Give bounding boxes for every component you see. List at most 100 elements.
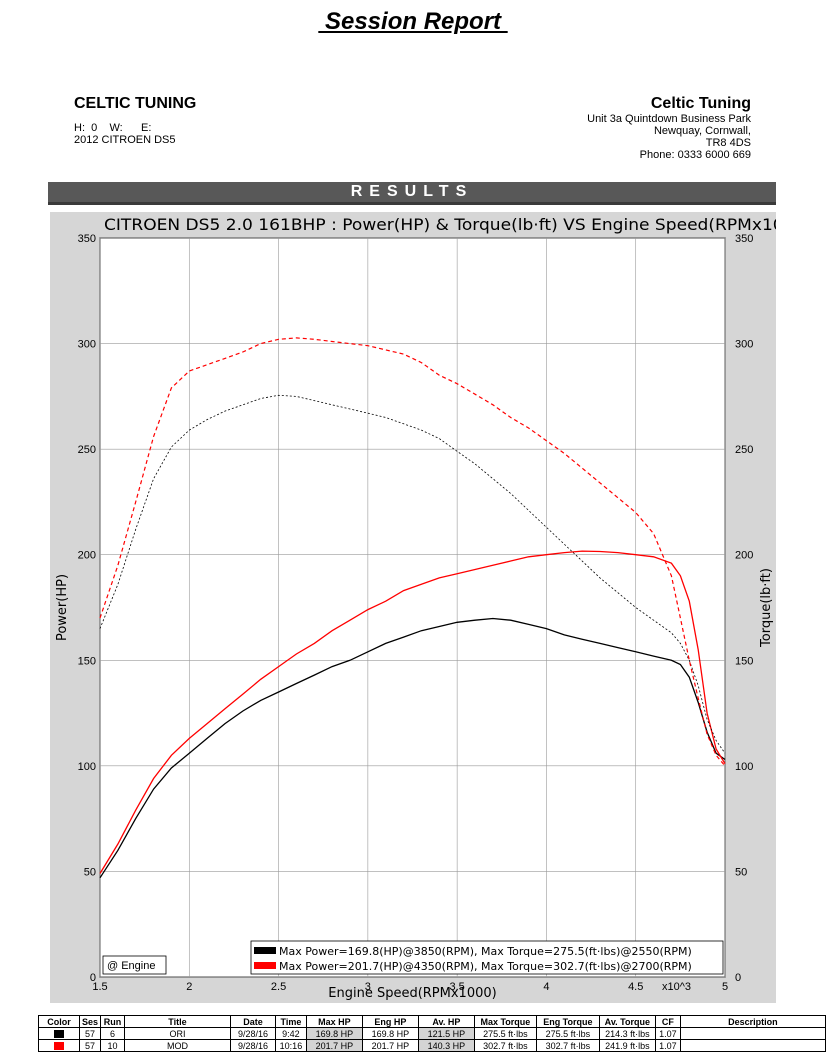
column-header: Title	[123, 1015, 231, 1028]
y-tick-label-right: 50	[735, 866, 747, 878]
x-tick-label: 3.5	[449, 981, 464, 993]
dealer-phone: Phone: 0333 6000 669	[639, 149, 751, 161]
legend-text: Max Power=169.8(HP)@3850(RPM), Max Torqu…	[279, 945, 692, 958]
cell-av-torque: 241.9 ft·lbs	[598, 1039, 656, 1052]
cell-av-hp: 121.5 HP	[417, 1027, 475, 1040]
cell-run: 6	[100, 1027, 125, 1040]
cell-time: 10:16	[274, 1039, 307, 1052]
y-axis-label-left: Power(HP)	[55, 574, 70, 641]
column-header: Av. Torque	[598, 1015, 656, 1028]
hw-line: H: 0 W: E:	[74, 122, 152, 134]
run-color-cell	[38, 1039, 80, 1052]
report-title: Session Report	[318, 8, 508, 35]
cell-date: 9/28/16	[229, 1039, 276, 1052]
cell-date: 9/28/16	[229, 1027, 276, 1040]
engine-box	[102, 955, 167, 975]
column-header: Ses	[78, 1015, 102, 1028]
column-header: Eng Torque	[535, 1015, 600, 1028]
column-header: Date	[229, 1015, 276, 1028]
column-header: Description	[679, 1015, 826, 1028]
chart-title: CITROEN DS5 2.0 161BHP : Power(HP) & Tor…	[104, 215, 776, 234]
dealer-info: Celtic Tuning Unit 3a Quintdown Business…	[587, 95, 751, 161]
cell-max-hp: 169.8 HP	[305, 1027, 363, 1040]
dealer-address-2: Newquay, Cornwall,	[653, 125, 751, 137]
y-tick-label-left: 300	[78, 339, 96, 351]
y-tick-label-left: 350	[78, 233, 96, 245]
column-header: Av. HP	[417, 1015, 475, 1028]
cell-max-torque: 302.7 ft·lbs	[473, 1039, 537, 1052]
x-tick-label: 3	[365, 981, 371, 993]
customer-name: CELTIC TUNING	[74, 95, 197, 112]
y-tick-label-left: 200	[78, 550, 96, 562]
cell-max-hp: 201.7 HP	[305, 1039, 363, 1052]
y-tick-label-right: 250	[735, 444, 753, 456]
y-tick-label-right: 0	[735, 972, 741, 984]
y-tick-label-right: 350	[735, 233, 753, 245]
customer-info: CELTIC TUNING H: 0 W: E: 2012 CITROEN DS…	[74, 95, 196, 146]
y-tick-label-left: 150	[78, 655, 96, 667]
x-scale-note: x10^3	[662, 981, 691, 993]
x-tick-label: 4	[543, 981, 549, 993]
x-axis-label: Engine Speed(RPMx1000)	[328, 986, 496, 1001]
cell-eng-torque: 302.7 ft·lbs	[535, 1039, 600, 1052]
cell-eng-hp: 169.8 HP	[361, 1027, 419, 1040]
cell-cf: 1.07	[654, 1027, 681, 1040]
y-tick-label-right: 100	[735, 761, 753, 773]
y-tick-label-left: 0	[90, 972, 96, 984]
dealer-name: Celtic Tuning	[650, 95, 751, 112]
y-tick-label-left: 250	[78, 444, 96, 456]
power-line-ori	[99, 617, 726, 879]
chart-panel: 1.5 2 2.5 3 3.5 4 4.5 5 0 0 50 50 100 100 150 150 200 200…	[50, 212, 776, 1003]
torque-line-mod	[99, 337, 726, 767]
y-tick-label-left: 100	[78, 761, 96, 773]
dealer-address-3: TR8 4DS	[705, 137, 751, 149]
table-row: 57 10 MOD 9/28/16 10:16 201.7 HP 201.7 HP 140.3…	[38, 1039, 826, 1052]
x-tick-label: 1.5	[92, 981, 107, 993]
column-header: Max HP	[305, 1015, 363, 1028]
cell-description	[679, 1039, 826, 1052]
legend-text: Max Power=201.7(HP)@4350(RPM), Max Torqu…	[279, 960, 692, 973]
runs-table-header: Color Ses Run Title Date Time Max HP Eng HP Av. …	[38, 1015, 826, 1028]
y-tick-label-right: 300	[735, 339, 753, 351]
run-color-cell	[38, 1027, 80, 1040]
cell-eng-torque: 275.5 ft·lbs	[535, 1027, 600, 1040]
cell-eng-hp: 201.7 HP	[361, 1039, 419, 1052]
column-header: CF	[654, 1015, 681, 1028]
cell-ses: 57	[78, 1039, 102, 1052]
y-tick-label-right: 150	[735, 655, 753, 667]
cell-max-torque: 275.5 ft·lbs	[473, 1027, 537, 1040]
column-header: Time	[274, 1015, 307, 1028]
legend-swatch	[254, 962, 276, 969]
x-tick-label: 4.5	[628, 981, 643, 993]
dealer-address-1: Unit 3a Quintdown Business Park	[587, 113, 751, 125]
x-tick-label: 2	[186, 981, 192, 993]
column-header: Max Torque	[473, 1015, 537, 1028]
y-tick-label-right: 200	[735, 550, 753, 562]
y-tick-label-left: 50	[84, 866, 96, 878]
run-color-swatch	[53, 1030, 64, 1039]
x-tick-label: 2.5	[271, 981, 286, 993]
cell-av-torque: 214.3 ft·lbs	[598, 1027, 656, 1040]
run-color-swatch	[53, 1042, 64, 1051]
cell-cf: 1.07	[654, 1039, 681, 1052]
cell-time: 9:42	[274, 1027, 307, 1040]
torque-line-ori	[99, 394, 726, 754]
cell-av-hp: 140.3 HP	[417, 1039, 475, 1052]
runs-table-body: 57 6 ORI 9/28/16 9:42 169.8 HP 169.8 HP 121.5 H…	[38, 1027, 826, 1052]
cell-title: MOD	[123, 1039, 231, 1052]
plot-area	[99, 237, 726, 978]
legend-swatch	[254, 947, 276, 954]
cell-description	[679, 1027, 826, 1040]
cell-ses: 57	[78, 1027, 102, 1040]
legend-box	[250, 940, 724, 975]
column-header: Color	[38, 1015, 80, 1028]
runs-table: Color Ses Run Title Date Time Max HP Eng HP Av. …	[38, 1015, 826, 1052]
table-row: 57 6 ORI 9/28/16 9:42 169.8 HP 169.8 HP 121.5 H…	[38, 1027, 826, 1040]
x-tick-label: 5	[722, 981, 728, 993]
engine-box-label: @ Engine	[107, 960, 155, 972]
y-axis-label-right: Torque(lb·ft)	[759, 568, 774, 648]
results-header: RESULTS	[48, 182, 776, 205]
cell-title: ORI	[123, 1027, 231, 1040]
cell-run: 10	[100, 1039, 125, 1052]
